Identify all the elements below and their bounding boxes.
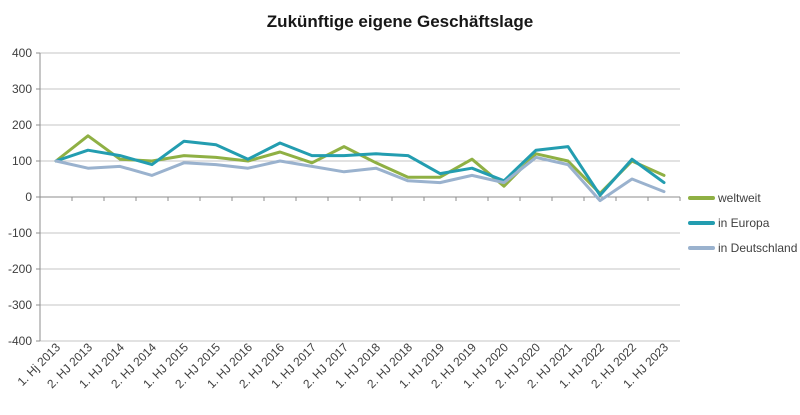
y-axis-label: 300 — [12, 82, 32, 96]
y-axis-label: -400 — [8, 334, 32, 348]
y-axis-label: 100 — [12, 154, 32, 168]
legend-item-in-deutschland[interactable]: in Deutschland — [688, 240, 800, 256]
legend-swatch-in-europa — [688, 221, 715, 225]
legend-label-in-deutschland: in Deutschland — [718, 241, 798, 255]
legend-item-weltweit[interactable]: weltweit — [688, 190, 800, 206]
y-axis-label: 400 — [12, 46, 32, 60]
y-axis-label: 200 — [12, 118, 32, 132]
legend: weltweit in Europa in Deutschland — [688, 190, 800, 265]
legend-label-weltweit: weltweit — [718, 191, 761, 205]
chart-title: Zukünftige eigene Geschäftslage — [266, 12, 534, 31]
series-line-in-deutschland — [54, 155, 666, 203]
legend-item-in-europa[interactable]: in Europa — [688, 215, 800, 231]
y-axis-label: -200 — [8, 262, 32, 276]
legend-swatch-weltweit — [688, 196, 715, 200]
y-axis-label: -300 — [8, 298, 32, 312]
legend-swatch-in-deutschland — [688, 246, 715, 250]
series-line-in-europa — [54, 139, 666, 197]
y-axis-label: -100 — [8, 226, 32, 240]
y-axis-label: 0 — [25, 190, 32, 204]
legend-label-in-europa: in Europa — [718, 216, 770, 230]
